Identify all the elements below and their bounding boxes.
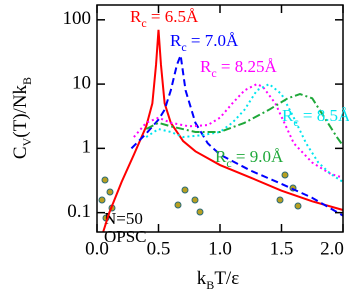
x-tick-label: 1.0 [208,238,232,259]
y-axis-label-part: (T)/Nk [10,84,31,137]
x-axis-label-part: B [206,278,214,292]
series-label: Rc = 8.5Å [282,106,349,129]
series-label-part: R [282,106,294,125]
series-label-part: = 9.0Å [232,147,284,166]
y-tick-label: 10 [72,72,91,93]
series-label-part: c [141,16,146,30]
series-label: Rc = 6.5Å [130,7,199,30]
series-label: Rc = 8.25Å [200,57,278,80]
series-label-part: R [170,31,182,50]
inset-text: OPSC [104,227,147,246]
y-axis-label-part: C [10,146,31,159]
series-label-part: c [226,156,231,170]
x-axis-label-part: T/ε [214,268,239,289]
series-line [145,82,344,183]
series-label-part: = 6.5Å [147,7,199,26]
series-label-part: R [130,7,142,26]
x-tick-label: 0.0 [85,238,109,259]
x-axis-label: kBT/ε [197,268,239,291]
x-tick-label: 0.5 [147,238,171,259]
series-label-part: c [211,66,216,80]
y-axis-label: CV(T)/NkB [10,77,33,159]
series-label-part: R [215,147,227,166]
inset-text: N=50 [104,209,143,228]
series-label-part: = 8.25Å [217,57,278,76]
y-tick-label: 0.1 [67,201,91,222]
series-line [145,92,344,147]
series-line [130,51,344,217]
y-tick-label: 100 [63,8,92,29]
series-label: Rc = 7.0Å [170,31,239,54]
x-tick-label: 2.0 [320,238,344,259]
series-label-part: = 8.5Å [299,106,349,125]
x-tick-label: 1.5 [270,238,294,259]
series-line [102,29,344,233]
series-label: Rc = 9.0Å [215,147,284,170]
series-label-part: c [181,40,186,54]
y-axis-label-part: V [20,137,34,146]
y-axis-label-part: B [20,77,34,85]
y-tick-label: 1 [82,137,92,158]
series-label-part: R [200,57,212,76]
series-label-part: = 7.0Å [187,31,239,50]
series-label-part: c [293,115,298,129]
x-axis-label-part: k [197,268,207,289]
